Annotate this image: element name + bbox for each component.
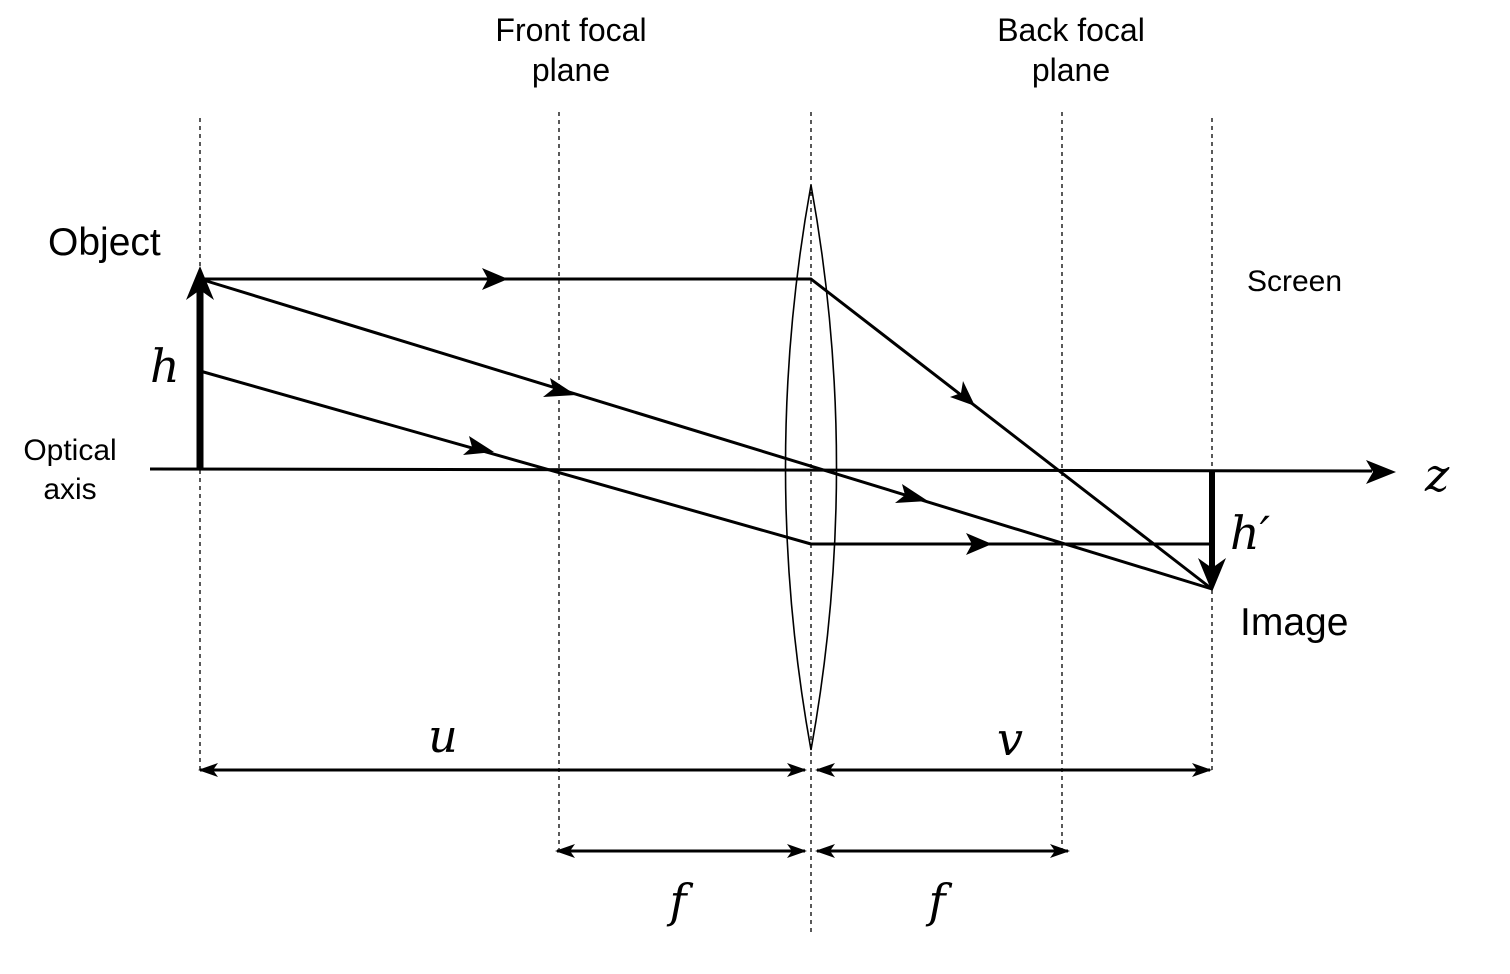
object-label: Object <box>48 221 161 264</box>
ray-chief-arrow-2 <box>895 484 928 503</box>
back-focal-plane-label-line2: plane <box>1032 52 1110 88</box>
ray-chief-arrow-1 <box>543 378 576 397</box>
front-focal-plane-label-line1: Front focal <box>495 12 646 48</box>
v-label: v <box>997 712 1023 766</box>
ray-parallel-arrow-1 <box>482 268 508 290</box>
ray-focal <box>199 369 1212 546</box>
screen-label: Screen <box>1247 265 1342 298</box>
optical-axis-arrowhead <box>1366 460 1396 484</box>
back-focal-plane-label-line1: Back focal <box>997 12 1145 48</box>
object-arrowhead <box>186 266 214 300</box>
ray-focal-arrow-1 <box>463 436 494 455</box>
optical-axis-line <box>149 467 1373 473</box>
z-axis-label: z <box>1424 448 1450 502</box>
convex-lens <box>784 184 838 751</box>
u-label: u <box>428 709 458 763</box>
ray-focal-arrow-2 <box>966 533 992 555</box>
f-front-label: f <box>666 874 693 928</box>
ray-parallel <box>200 277 1213 591</box>
image-height-label: h′ <box>1230 506 1271 560</box>
object-height-label: h <box>150 339 180 393</box>
ray-chief <box>199 277 1213 591</box>
f-back-label: f <box>925 874 952 928</box>
image-arrowhead <box>1198 558 1226 592</box>
optical-axis-label-line2: axis <box>43 473 96 506</box>
optical-axis-label-line1: Optical <box>23 434 116 467</box>
front-focal-plane-label-line2: plane <box>532 52 610 88</box>
ray-parallel-arrow-2 <box>950 381 975 406</box>
image-label: Image <box>1240 601 1348 644</box>
